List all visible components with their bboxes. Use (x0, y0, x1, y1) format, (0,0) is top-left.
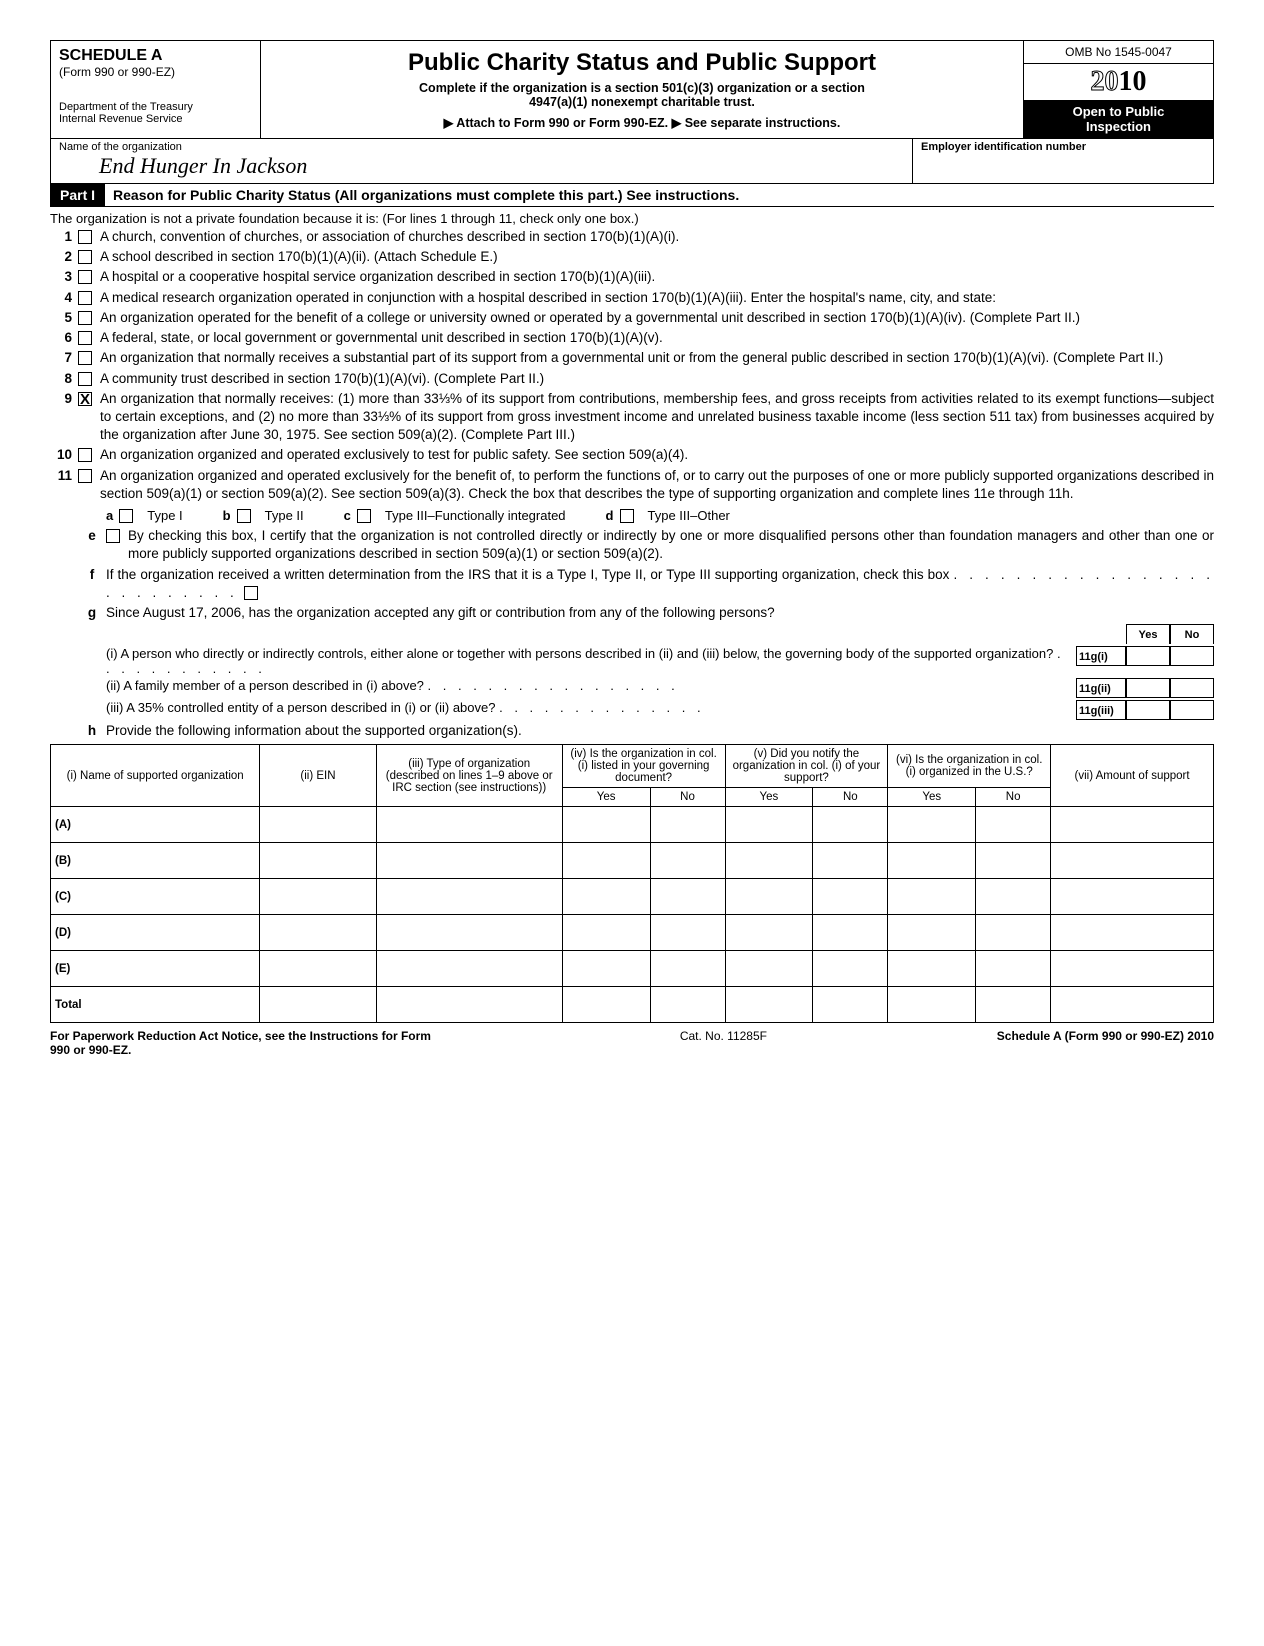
line-10: 10An organization organized and operated… (50, 446, 1214, 464)
line-3: 3A hospital or a cooperative hospital se… (50, 268, 1214, 286)
line-4: 4A medical research organization operate… (50, 289, 1214, 307)
line-11g-i: (i) A person who directly or indirectly … (106, 646, 1214, 676)
th-amount: (vii) Amount of support (1051, 745, 1214, 807)
checkbox-7[interactable] (78, 351, 92, 365)
checkbox-11f[interactable] (244, 586, 258, 600)
checkbox-9[interactable] (78, 392, 92, 406)
form-title: Public Charity Status and Public Support (269, 49, 1015, 77)
supported-org-table: (i) Name of supported organization (ii) … (50, 744, 1214, 1023)
table-row-b: (B) (51, 843, 1214, 879)
table-row-e: (E) (51, 951, 1214, 987)
org-name-value: End Hunger In Jackson (59, 153, 904, 179)
yes-header: Yes (1126, 624, 1170, 644)
page-footer: For Paperwork Reduction Act Notice, see … (50, 1029, 1214, 1057)
dept-irs: Internal Revenue Service (59, 113, 252, 125)
line-2: 2A school described in section 170(b)(1)… (50, 248, 1214, 266)
line-5: 5An organization operated for the benefi… (50, 309, 1214, 327)
cell-11giii-no[interactable] (1170, 700, 1214, 720)
header-right: OMB No 1545-0047 2010 Open to PublicInsp… (1023, 41, 1213, 138)
cell-11gi-yes[interactable] (1126, 646, 1170, 666)
attach-note: ▶ Attach to Form 990 or Form 990-EZ. ▶ S… (269, 115, 1015, 130)
line-9: 9An organization that normally receives:… (50, 390, 1214, 445)
part1-intro: The organization is not a private founda… (50, 211, 1214, 226)
name-ein-row: Name of the organization End Hunger In J… (50, 139, 1214, 184)
th-us: (vi) Is the organization in col. (i) org… (888, 745, 1051, 788)
checkbox-11d[interactable] (620, 509, 634, 523)
th-ein: (ii) EIN (260, 745, 376, 807)
tax-year: 2010 (1024, 64, 1213, 100)
line-11f: f If the organization received a written… (50, 566, 1214, 602)
checkbox-11b[interactable] (237, 509, 251, 523)
schedule-label: SCHEDULE A (59, 47, 252, 65)
part1-header: Part I Reason for Public Charity Status … (50, 184, 1214, 207)
checkbox-2[interactable] (78, 250, 92, 264)
line-8: 8A community trust described in section … (50, 370, 1214, 388)
header-left: SCHEDULE A (Form 990 or 990-EZ) Departme… (51, 41, 261, 138)
no-header: No (1170, 624, 1214, 644)
table-row-d: (D) (51, 915, 1214, 951)
line-11g-ii: (ii) A family member of a person describ… (106, 678, 1214, 698)
table-row-total: Total (51, 987, 1214, 1023)
checkbox-8[interactable] (78, 372, 92, 386)
org-name-label: Name of the organization (59, 141, 904, 153)
form-note: (Form 990 or 990-EZ) (59, 65, 252, 79)
checkbox-1[interactable] (78, 230, 92, 244)
checkbox-3[interactable] (78, 270, 92, 284)
cell-11gi-no[interactable] (1170, 646, 1214, 666)
subtitle-1: Complete if the organization is a sectio… (269, 81, 1015, 95)
checkbox-11e[interactable] (106, 529, 120, 543)
form-header: SCHEDULE A (Form 990 or 990-EZ) Departme… (50, 40, 1214, 139)
part1-title: Reason for Public Charity Status (All or… (113, 187, 739, 203)
line-7: 7An organization that normally receives … (50, 349, 1214, 367)
th-notify: (v) Did you notify the organization in c… (725, 745, 888, 788)
footer-right: Schedule A (Form 990 or 990-EZ) 2010 (997, 1029, 1214, 1057)
checkbox-4[interactable] (78, 291, 92, 305)
dept-treasury: Department of the Treasury (59, 101, 252, 113)
line-11e: eBy checking this box, I certify that th… (50, 527, 1214, 563)
th-listed: (iv) Is the organization in col. (i) lis… (562, 745, 725, 788)
line-11g-iii: (iii) A 35% controlled entity of a perso… (106, 700, 1214, 720)
line-11h: hProvide the following information about… (50, 722, 1214, 740)
subtitle-2: 4947(a)(1) nonexempt charitable trust. (269, 95, 1015, 109)
cell-11giii-yes[interactable] (1126, 700, 1170, 720)
table-row-a: (A) (51, 807, 1214, 843)
header-middle: Public Charity Status and Public Support… (261, 41, 1023, 138)
checkbox-11c[interactable] (357, 509, 371, 523)
line-11g: gSince August 17, 2006, has the organiza… (50, 604, 1214, 622)
checkbox-5[interactable] (78, 311, 92, 325)
cell-11gii-yes[interactable] (1126, 678, 1170, 698)
line-11: 11An organization organized and operated… (50, 467, 1214, 503)
table-row-c: (C) (51, 879, 1214, 915)
line-1: 1A church, convention of churches, or as… (50, 228, 1214, 246)
omb-number: OMB No 1545-0047 (1024, 41, 1213, 64)
checkbox-6[interactable] (78, 331, 92, 345)
checkbox-11a[interactable] (119, 509, 133, 523)
checkbox-10[interactable] (78, 448, 92, 462)
checkbox-11[interactable] (78, 469, 92, 483)
th-name: (i) Name of supported organization (51, 745, 260, 807)
type-options: aType I bType II cType III–Functionally … (106, 507, 1214, 523)
line-6: 6A federal, state, or local government o… (50, 329, 1214, 347)
part1-tag: Part I (50, 184, 105, 206)
footer-left: For Paperwork Reduction Act Notice, see … (50, 1029, 450, 1057)
ein-label: Employer identification number (921, 141, 1205, 153)
cell-11gii-no[interactable] (1170, 678, 1214, 698)
footer-mid: Cat. No. 11285F (680, 1029, 767, 1057)
open-inspection: Open to PublicInspection (1024, 100, 1213, 138)
th-type: (iii) Type of organization (described on… (376, 745, 562, 807)
